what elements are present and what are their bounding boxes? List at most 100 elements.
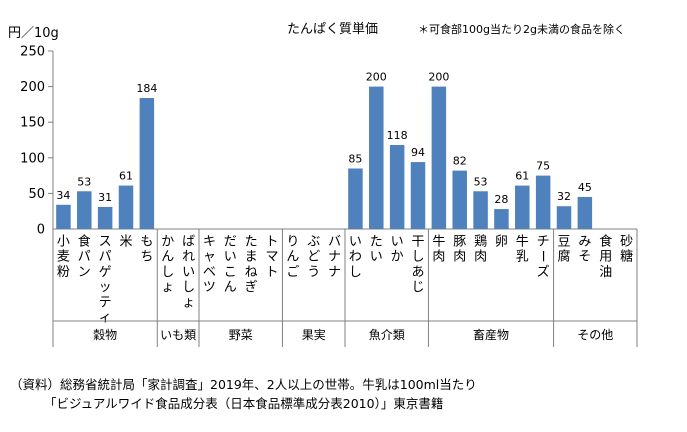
category-label-char: ね: [245, 265, 258, 280]
category-label-char: パ: [99, 250, 112, 265]
category-label-char: ナ: [328, 250, 341, 265]
bar-みそ: [577, 196, 593, 229]
bar-たい: [369, 86, 384, 229]
category-label-char: 肉: [474, 250, 487, 265]
data-label: 85: [348, 152, 362, 165]
category-label: たいたい: [370, 235, 383, 265]
data-label: 32: [557, 190, 571, 203]
y-tick-label: 100: [20, 151, 45, 166]
category-label-char: ゲ: [99, 265, 112, 280]
category-label-char: い: [224, 250, 237, 265]
category-label: ぶどうぶどう: [307, 235, 320, 280]
category-label-char: 肉: [453, 250, 466, 265]
category-label-char: じ: [411, 280, 424, 295]
bar-卵: [494, 209, 509, 229]
category-label-char: ん: [161, 250, 174, 265]
category-label-char: い: [370, 250, 383, 265]
category-label: いわしいわし: [349, 235, 362, 280]
category-label-char: た: [245, 235, 258, 250]
data-label: 61: [119, 170, 133, 183]
category-label-char: 鶏: [474, 235, 487, 250]
source-line-1: （資料）総務省統計局「家計調査」2019年、2人以上の世帯。牛乳は100ml当た…: [10, 377, 477, 392]
category-label-char: 食: [78, 234, 91, 250]
category-label: チーズチーズ: [535, 235, 550, 280]
category-label-char: こ: [224, 265, 237, 280]
data-label: 53: [77, 175, 91, 188]
category-label: キャベツキャベツ: [203, 235, 216, 296]
category-label: 食用油食用油: [599, 234, 612, 280]
category-label-char: ト: [265, 235, 278, 250]
group-label: 魚介類: [369, 328, 405, 342]
category-label-char: か: [391, 250, 404, 265]
category-label-char: チ: [537, 235, 550, 250]
category-label-char: 米: [119, 235, 132, 250]
category-label-char: わ: [349, 250, 362, 265]
group-label: いも類: [160, 328, 196, 342]
category-label-char: 糖: [620, 249, 633, 265]
category-label-char: ト: [265, 265, 278, 280]
category-label: 砂糖砂糖: [620, 235, 633, 265]
category-label-char: ま: [245, 250, 258, 265]
category-label-char: 豆: [557, 235, 570, 250]
category-label-char: 腐: [557, 250, 570, 265]
y-tick-label: 200: [20, 80, 45, 95]
y-tick-label: 250: [20, 45, 45, 60]
category-label: かんしょかんしょ: [161, 235, 174, 296]
data-label: 61: [515, 170, 529, 183]
group-label: 果実: [302, 327, 326, 342]
category-label-char: 乳: [516, 250, 529, 265]
chart-title: たんぱく質単価: [287, 21, 378, 37]
bar-牛乳: [515, 185, 530, 229]
category-label-char: 食: [599, 234, 612, 250]
bar-小麦粉: [56, 204, 71, 229]
category-label-char: 牛: [516, 235, 529, 250]
category-label-char: ッ: [99, 280, 112, 295]
category-label-char: 豚: [453, 235, 466, 250]
group-labels: 穀物 いも類 野菜 果実 魚介類 畜産物 その他: [53, 229, 638, 347]
data-label: 28: [494, 193, 508, 206]
group-label: 野菜: [229, 328, 253, 342]
category-label: 干しあじ干しあじ: [411, 235, 424, 296]
category-label-char: う: [307, 265, 320, 280]
chart-note: ＊可食部100g当たり2g未満の食品を除く: [418, 22, 625, 36]
category-label-char: り: [286, 235, 299, 250]
category-label-char: い: [391, 235, 404, 250]
category-label-char: ス: [99, 235, 112, 250]
y-tick-label: 50: [28, 187, 45, 202]
category-label-char: ど: [307, 250, 320, 265]
category-label-char: し: [182, 280, 195, 295]
data-label: 200: [366, 71, 387, 84]
category-label-char: ー: [535, 250, 550, 263]
data-label: 31: [98, 191, 112, 204]
category-label: 米米: [119, 235, 132, 250]
category-label-char: だ: [224, 235, 237, 250]
category-label-char: あ: [411, 265, 424, 280]
category-label-char: し: [411, 250, 424, 265]
category-label-char: マ: [265, 250, 278, 265]
category-label-char: ょ: [182, 295, 195, 310]
category-label-char: 干: [411, 235, 424, 250]
category-label: 豆腐豆腐: [557, 235, 570, 265]
bar-豚肉: [452, 170, 467, 229]
category-label-char: テ: [99, 295, 112, 310]
category-label-char: も: [140, 235, 153, 250]
category-label: りんごりんご: [286, 235, 299, 280]
category-label-char: た: [370, 235, 383, 250]
data-label: 75: [536, 160, 550, 173]
category-label-char: い: [182, 265, 195, 280]
category-label-char: い: [349, 235, 362, 250]
bar-いか: [389, 144, 405, 229]
category-label: スパゲッティスパゲッティ: [99, 235, 112, 326]
category-label-char: 粉: [57, 265, 70, 280]
category-label-char: 牛: [432, 235, 445, 250]
category-label-char: ば: [182, 235, 195, 250]
data-label: 200: [428, 71, 449, 84]
category-label-char: パ: [78, 250, 91, 265]
bar-牛肉: [431, 86, 447, 229]
category-labels: 小麦粉小麦粉食パン食パンスパゲッティスパゲッティ米米もち もちかんしょかんしょばれ…: [57, 234, 633, 326]
group-label: 畜産物: [473, 327, 509, 342]
bar-スパゲッティ: [97, 206, 113, 229]
category-label-char: 油: [599, 265, 612, 280]
category-label-char: ツ: [203, 280, 216, 295]
bar-干しあじ: [410, 162, 426, 229]
